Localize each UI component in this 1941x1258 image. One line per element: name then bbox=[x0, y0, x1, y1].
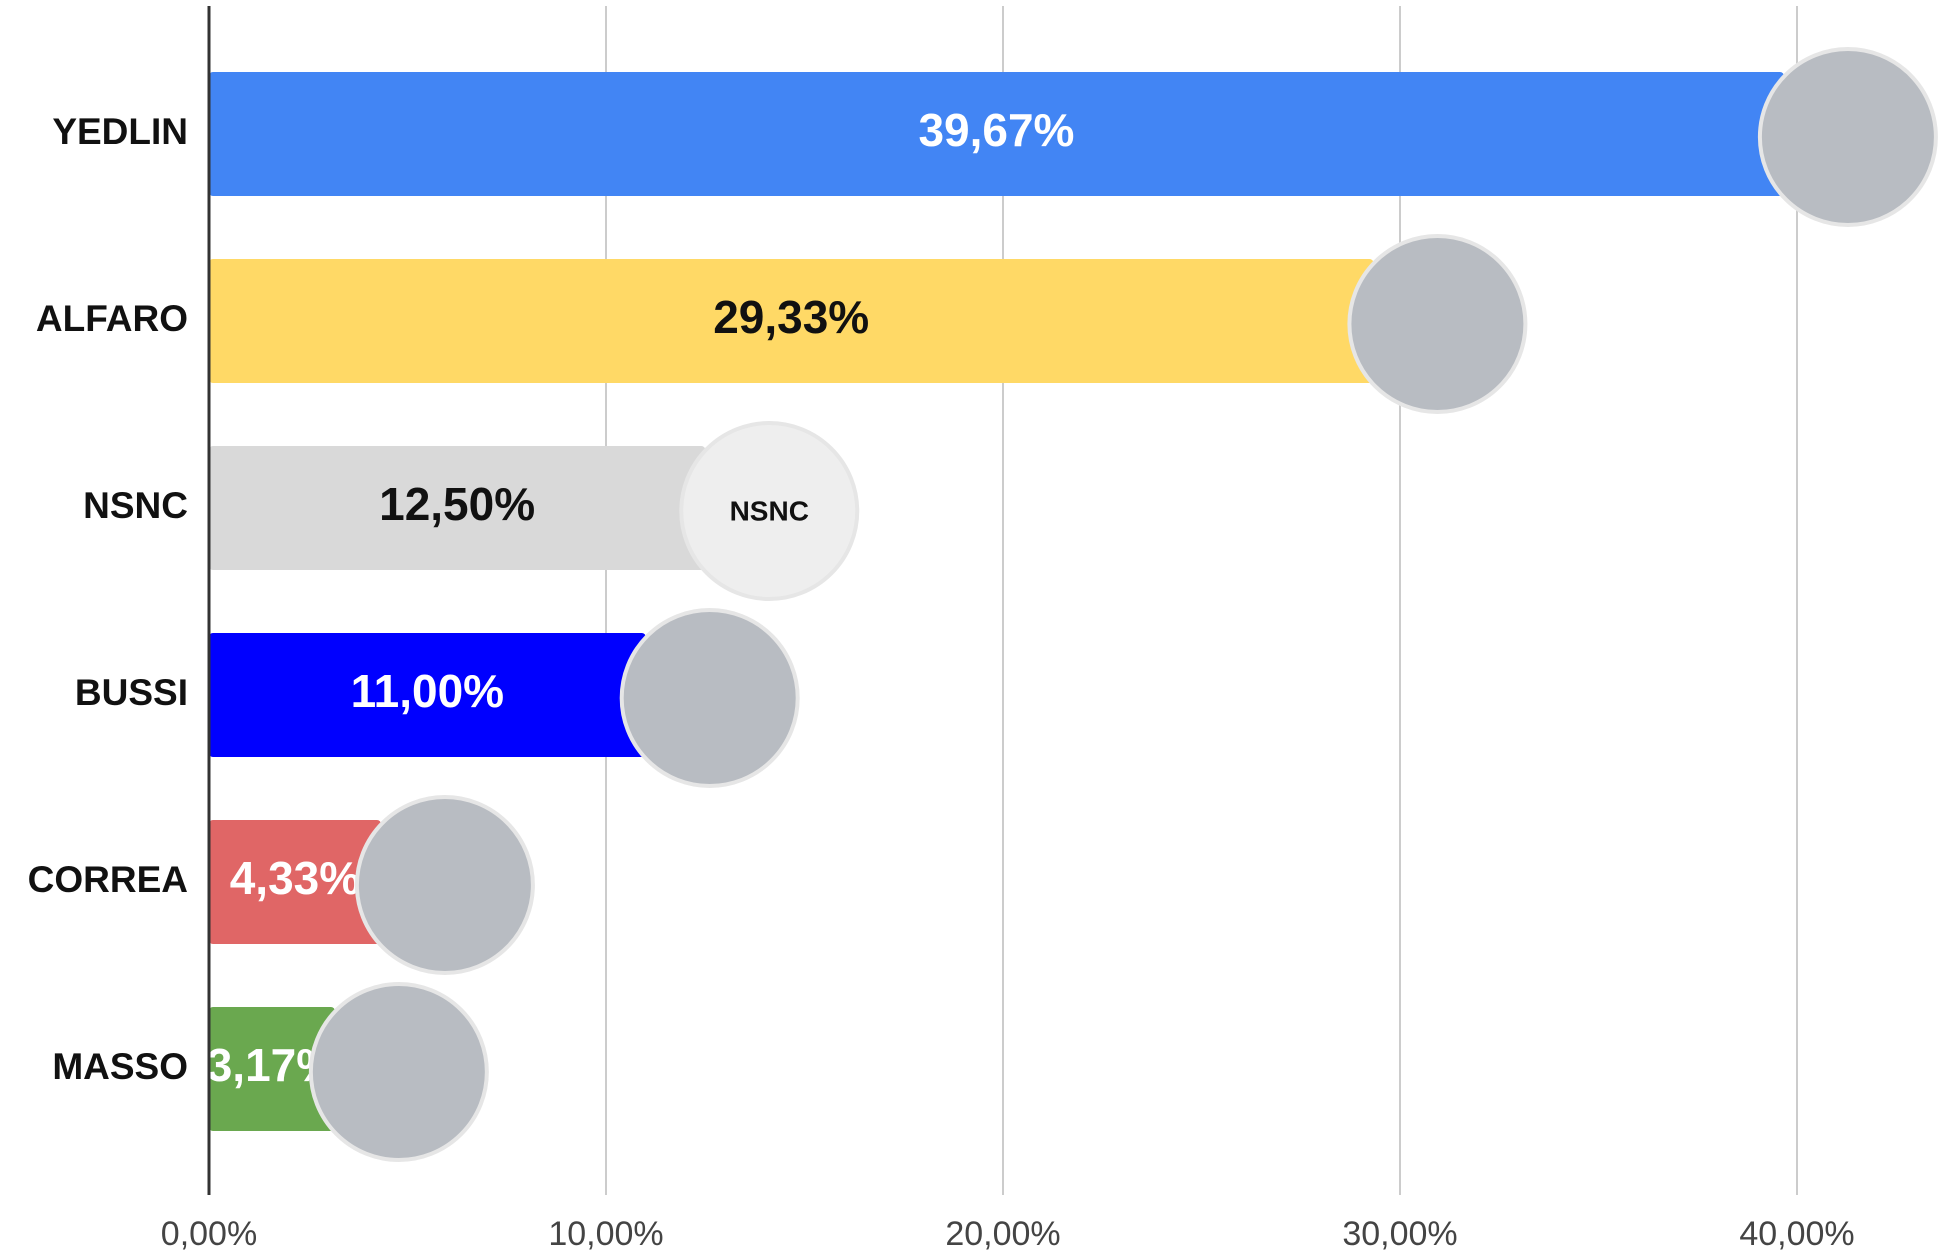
avatar bbox=[679, 421, 860, 601]
avatar bbox=[308, 982, 489, 1162]
y-tick-label: ALFARO bbox=[36, 298, 188, 339]
bar bbox=[209, 820, 381, 944]
x-tick-label: 40,00% bbox=[1739, 1215, 1854, 1253]
bar bbox=[209, 446, 706, 570]
y-tick-label: NSNC bbox=[83, 485, 188, 526]
bar bbox=[209, 259, 1374, 383]
y-tick-label: MASSO bbox=[52, 1046, 188, 1087]
avatar bbox=[1757, 47, 1938, 227]
y-tick-label: CORREA bbox=[28, 859, 188, 900]
avatar bbox=[619, 608, 800, 788]
x-tick-label: 0,00% bbox=[161, 1215, 257, 1253]
bar bbox=[209, 633, 646, 757]
value-label: 12,50% bbox=[379, 478, 535, 530]
value-label: 39,67% bbox=[918, 104, 1074, 156]
y-tick-label: BUSSI bbox=[75, 672, 188, 713]
avatar bbox=[354, 795, 535, 975]
value-label: 29,33% bbox=[713, 291, 869, 343]
value-label: 4,33% bbox=[230, 852, 360, 904]
x-tick-label: 30,00% bbox=[1342, 1215, 1457, 1253]
avatar-label: NSNC bbox=[730, 495, 809, 526]
bar bbox=[209, 1007, 335, 1131]
value-label: 11,00% bbox=[351, 665, 504, 717]
bar bbox=[209, 72, 1784, 196]
avatar bbox=[1347, 234, 1528, 414]
x-tick-label: 10,00% bbox=[548, 1215, 663, 1253]
y-tick-label: YEDLIN bbox=[52, 111, 188, 152]
x-tick-label: 20,00% bbox=[945, 1215, 1060, 1253]
